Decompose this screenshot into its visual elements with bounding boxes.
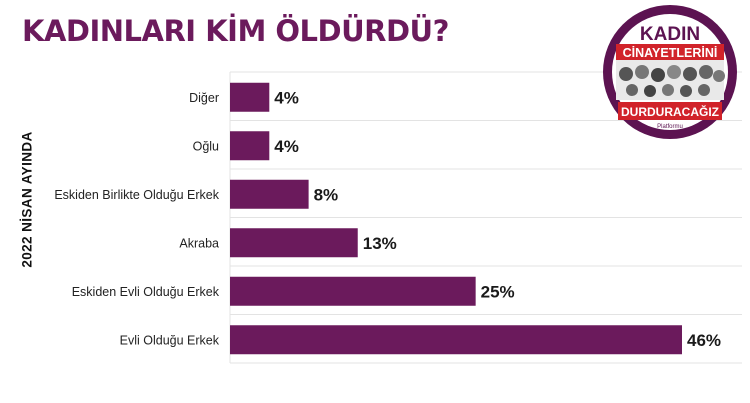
category-label: Diğer — [189, 91, 219, 105]
logo-red-band-top — [616, 44, 724, 60]
data-label: 8% — [314, 185, 339, 204]
data-label: 46% — [687, 331, 721, 350]
chart-title: KADINLARI KİM ÖLDÜRDÜ? — [22, 14, 449, 48]
category-label: Oğlu — [193, 139, 219, 153]
bar — [230, 179, 309, 209]
data-label: 25% — [481, 282, 515, 301]
bar — [230, 228, 358, 258]
kadin-cinayetleri-platform-logo: KADIN CİNAYETLERİNİ DURDURACAĞIZ Platfor… — [603, 5, 737, 139]
logo-line2: CİNAYETLERİNİ — [623, 45, 718, 60]
bar — [230, 276, 476, 306]
bar — [230, 325, 682, 355]
logo-line4: Platformu — [657, 124, 683, 130]
bar — [230, 131, 270, 161]
category-label: Eskiden Evli Olduğu Erkek — [72, 285, 220, 299]
category-label: Evli Olduğu Erkek — [120, 333, 220, 347]
data-label: 4% — [274, 137, 299, 156]
logo-line1: KADIN — [640, 24, 700, 45]
category-label: Eskiden Birlikte Olduğu Erkek — [54, 188, 219, 202]
data-label: 4% — [274, 88, 299, 107]
category-label: Akraba — [179, 236, 219, 250]
logo-red-band-bottom — [618, 102, 722, 120]
logo-faces — [616, 60, 725, 100]
data-label: 13% — [363, 234, 397, 253]
bar — [230, 82, 270, 112]
logo-line3: DURDURACAĞIZ — [621, 104, 719, 119]
